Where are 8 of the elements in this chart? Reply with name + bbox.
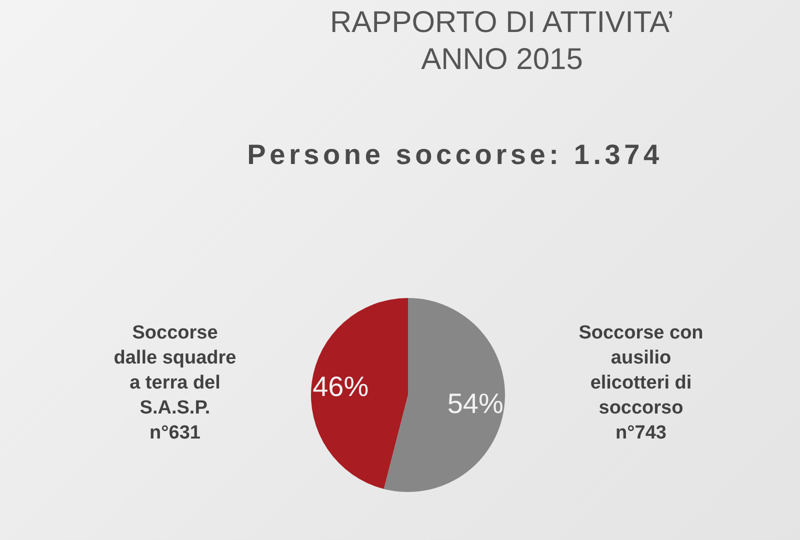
data-label: 46% [312,370,369,402]
pie-slice [311,298,408,489]
chart-subtitle: Persone soccorse: 1.374 [246,139,664,170]
data-label: 54% [447,388,504,420]
chart-title: RAPPORTO DI ATTIVITA’ ANNO 2015 [329,5,675,78]
slice-label: Soccorse con ausilio elicotteri di soccorso n°743 [578,322,704,444]
slice-label: Soccorse dalle squadre a terra del S.A.S.P. n°631 [114,322,236,444]
pie-slice [384,298,505,492]
